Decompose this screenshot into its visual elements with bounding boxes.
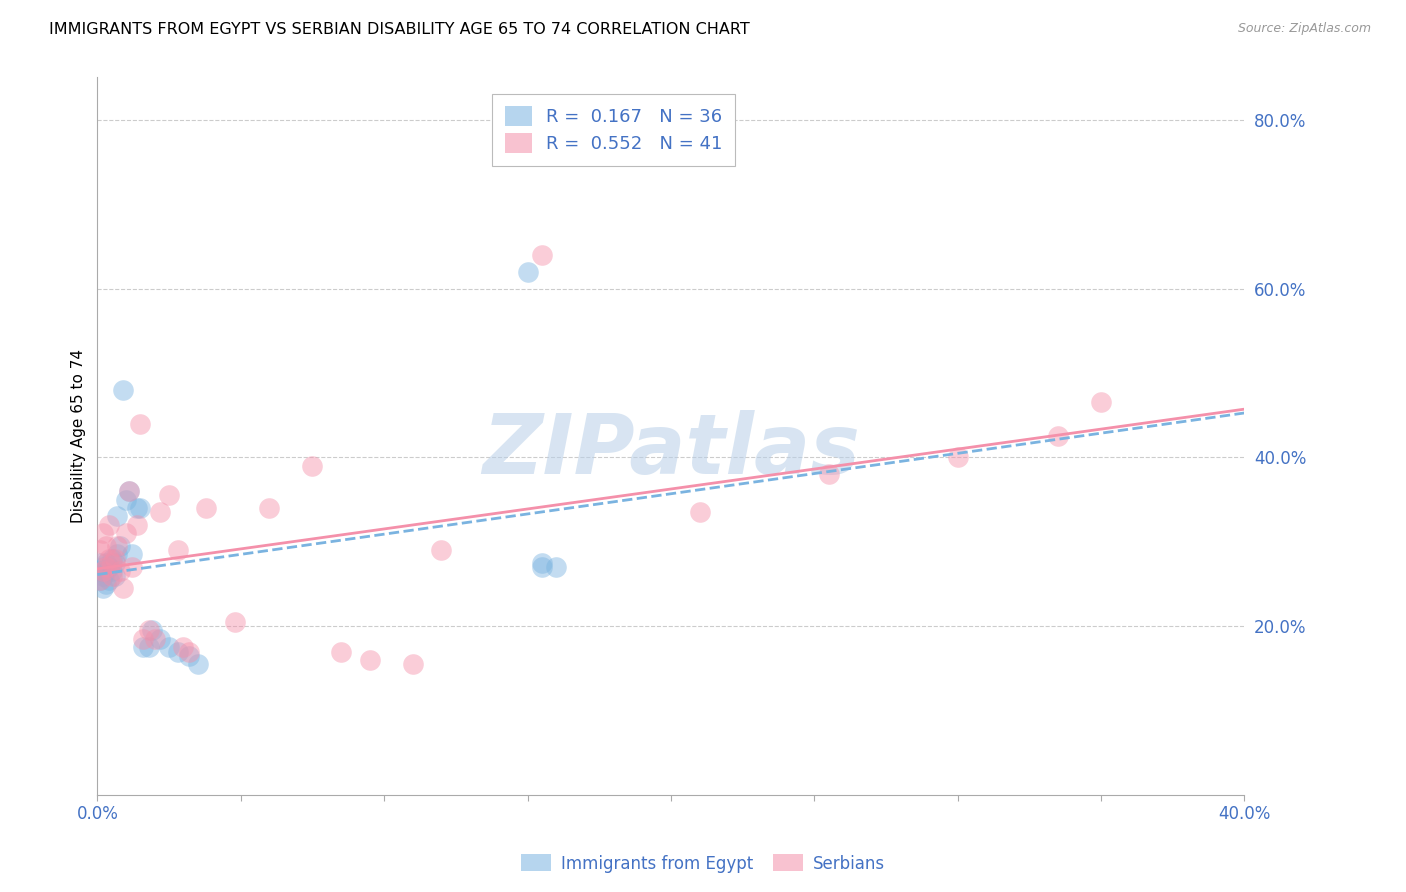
Point xyxy=(195,501,218,516)
Point xyxy=(157,488,180,502)
Point xyxy=(166,644,188,658)
Point xyxy=(103,556,125,570)
Point xyxy=(107,539,129,553)
Point xyxy=(172,640,194,655)
Point xyxy=(100,565,122,579)
Point xyxy=(127,501,149,516)
Point xyxy=(91,568,114,582)
Point xyxy=(91,526,114,541)
Point xyxy=(689,505,711,519)
Point xyxy=(107,509,129,524)
Point xyxy=(110,565,132,579)
Text: ZIPatlas: ZIPatlas xyxy=(482,410,860,491)
Point xyxy=(100,568,122,582)
Point xyxy=(179,648,201,663)
Point xyxy=(129,501,152,516)
Point xyxy=(1090,395,1112,409)
Point xyxy=(115,492,138,507)
Point xyxy=(107,548,129,562)
Point xyxy=(103,551,125,566)
Point xyxy=(118,484,141,499)
Text: Source: ZipAtlas.com: Source: ZipAtlas.com xyxy=(1237,22,1371,36)
Point xyxy=(149,632,172,646)
Point xyxy=(946,450,969,465)
Point xyxy=(94,577,117,591)
Point xyxy=(129,417,152,431)
Point xyxy=(121,560,143,574)
Point xyxy=(97,573,120,587)
Point xyxy=(149,505,172,519)
Point xyxy=(430,543,453,558)
Point xyxy=(115,526,138,541)
Point xyxy=(301,458,323,473)
Point xyxy=(112,383,135,397)
Point xyxy=(97,560,120,574)
Point xyxy=(141,624,163,638)
Legend: R =  0.167   N = 36, R =  0.552   N = 41: R = 0.167 N = 36, R = 0.552 N = 41 xyxy=(492,94,735,166)
Point xyxy=(127,517,149,532)
Point xyxy=(259,501,281,516)
Point xyxy=(143,632,166,646)
Point xyxy=(546,560,568,574)
Point xyxy=(132,640,155,655)
Point xyxy=(112,581,135,595)
Point xyxy=(179,644,201,658)
Point xyxy=(138,624,160,638)
Point xyxy=(89,565,111,579)
Point xyxy=(94,556,117,570)
Point xyxy=(89,543,111,558)
Point xyxy=(97,551,120,566)
Point xyxy=(359,653,381,667)
Point xyxy=(100,556,122,570)
Point xyxy=(94,565,117,579)
Point xyxy=(89,556,111,570)
Point xyxy=(89,573,111,587)
Point xyxy=(530,556,553,570)
Point xyxy=(166,543,188,558)
Point xyxy=(817,467,839,482)
Point xyxy=(110,539,132,553)
Point xyxy=(100,551,122,566)
Point xyxy=(94,539,117,553)
Point xyxy=(91,560,114,574)
Point xyxy=(1047,429,1070,443)
Point xyxy=(91,565,114,579)
Point xyxy=(121,548,143,562)
Point xyxy=(94,560,117,574)
Point xyxy=(516,265,538,279)
Point xyxy=(89,573,111,587)
Point xyxy=(97,517,120,532)
Point xyxy=(402,657,425,672)
Point xyxy=(224,615,246,629)
Legend: Immigrants from Egypt, Serbians: Immigrants from Egypt, Serbians xyxy=(515,847,891,880)
Point xyxy=(138,640,160,655)
Y-axis label: Disability Age 65 to 74: Disability Age 65 to 74 xyxy=(72,350,86,524)
Point xyxy=(103,568,125,582)
Point xyxy=(132,632,155,646)
Point xyxy=(157,640,180,655)
Point xyxy=(530,560,553,574)
Point xyxy=(530,248,553,262)
Point xyxy=(118,484,141,499)
Point xyxy=(187,657,209,672)
Point xyxy=(330,644,353,658)
Point xyxy=(91,581,114,595)
Text: IMMIGRANTS FROM EGYPT VS SERBIAN DISABILITY AGE 65 TO 74 CORRELATION CHART: IMMIGRANTS FROM EGYPT VS SERBIAN DISABIL… xyxy=(49,22,749,37)
